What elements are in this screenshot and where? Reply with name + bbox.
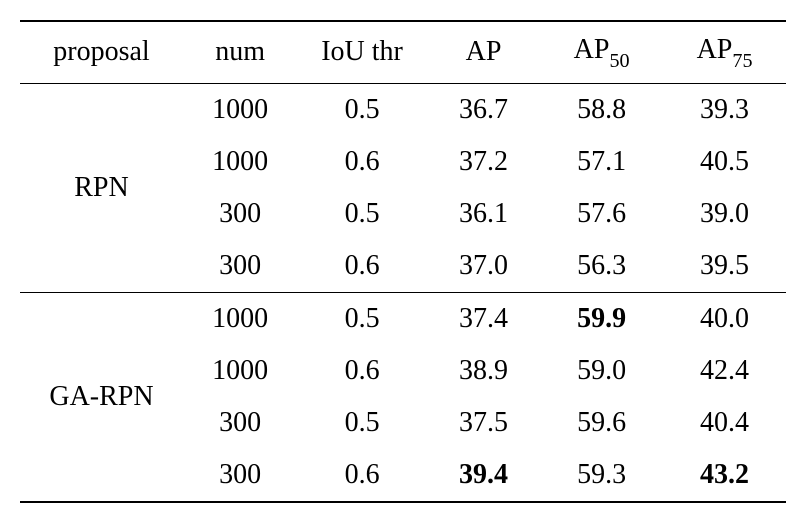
group-rpn: RPN 1000 0.5 36.7 58.8 39.3 1000 0.6 37.… bbox=[20, 83, 786, 292]
cell-ap: 36.7 bbox=[427, 83, 540, 136]
cell-iou: 0.5 bbox=[297, 397, 427, 449]
col-header-proposal: proposal bbox=[20, 21, 183, 83]
cell-ap75: 40.0 bbox=[663, 292, 786, 345]
cell-ap50: 58.8 bbox=[540, 83, 663, 136]
col-header-iou: IoU thr bbox=[297, 21, 427, 83]
cell-ap: 39.4 bbox=[427, 449, 540, 502]
cell-iou: 0.5 bbox=[297, 83, 427, 136]
cell-ap: 37.0 bbox=[427, 240, 540, 293]
cell-ap50: 57.1 bbox=[540, 136, 663, 188]
cell-ap50: 57.6 bbox=[540, 188, 663, 240]
ap75-base: AP bbox=[697, 34, 733, 65]
cell-ap50: 59.6 bbox=[540, 397, 663, 449]
cell-num: 300 bbox=[183, 240, 297, 293]
cell-ap: 37.5 bbox=[427, 397, 540, 449]
cell-num: 1000 bbox=[183, 83, 297, 136]
cell-ap: 37.2 bbox=[427, 136, 540, 188]
cell-num: 300 bbox=[183, 449, 297, 502]
cell-ap75: 40.5 bbox=[663, 136, 786, 188]
col-header-ap: AP bbox=[427, 21, 540, 83]
table-row: GA-RPN 1000 0.5 37.4 59.9 40.0 bbox=[20, 292, 786, 345]
cell-iou: 0.6 bbox=[297, 345, 427, 397]
cell-iou: 0.6 bbox=[297, 136, 427, 188]
cell-ap: 37.4 bbox=[427, 292, 540, 345]
group-ga-rpn: GA-RPN 1000 0.5 37.4 59.9 40.0 1000 0.6 … bbox=[20, 292, 786, 502]
cell-iou: 0.6 bbox=[297, 240, 427, 293]
cell-num: 300 bbox=[183, 188, 297, 240]
cell-ap75: 43.2 bbox=[663, 449, 786, 502]
cell-num: 1000 bbox=[183, 136, 297, 188]
proposal-label: RPN bbox=[20, 83, 183, 292]
col-header-ap50: AP50 bbox=[540, 21, 663, 83]
results-table-container: proposal num IoU thr AP AP50 AP75 RPN 10… bbox=[20, 20, 786, 503]
cell-ap50: 59.9 bbox=[540, 292, 663, 345]
ap50-base: AP bbox=[574, 34, 610, 65]
cell-num: 300 bbox=[183, 397, 297, 449]
proposal-label: GA-RPN bbox=[20, 292, 183, 502]
cell-ap75: 40.4 bbox=[663, 397, 786, 449]
cell-ap50: 56.3 bbox=[540, 240, 663, 293]
cell-num: 1000 bbox=[183, 345, 297, 397]
cell-ap75: 42.4 bbox=[663, 345, 786, 397]
cell-iou: 0.5 bbox=[297, 188, 427, 240]
results-table: proposal num IoU thr AP AP50 AP75 RPN 10… bbox=[20, 20, 786, 503]
header-row: proposal num IoU thr AP AP50 AP75 bbox=[20, 21, 786, 83]
cell-ap75: 39.3 bbox=[663, 83, 786, 136]
cell-iou: 0.5 bbox=[297, 292, 427, 345]
table-header: proposal num IoU thr AP AP50 AP75 bbox=[20, 21, 786, 83]
cell-ap50: 59.3 bbox=[540, 449, 663, 502]
cell-num: 1000 bbox=[183, 292, 297, 345]
ap50-sub: 50 bbox=[609, 50, 629, 72]
table-row: RPN 1000 0.5 36.7 58.8 39.3 bbox=[20, 83, 786, 136]
cell-ap: 38.9 bbox=[427, 345, 540, 397]
col-header-num: num bbox=[183, 21, 297, 83]
cell-ap: 36.1 bbox=[427, 188, 540, 240]
col-header-ap75: AP75 bbox=[663, 21, 786, 83]
cell-ap75: 39.0 bbox=[663, 188, 786, 240]
cell-ap75: 39.5 bbox=[663, 240, 786, 293]
ap75-sub: 75 bbox=[732, 50, 752, 72]
cell-iou: 0.6 bbox=[297, 449, 427, 502]
cell-ap50: 59.0 bbox=[540, 345, 663, 397]
